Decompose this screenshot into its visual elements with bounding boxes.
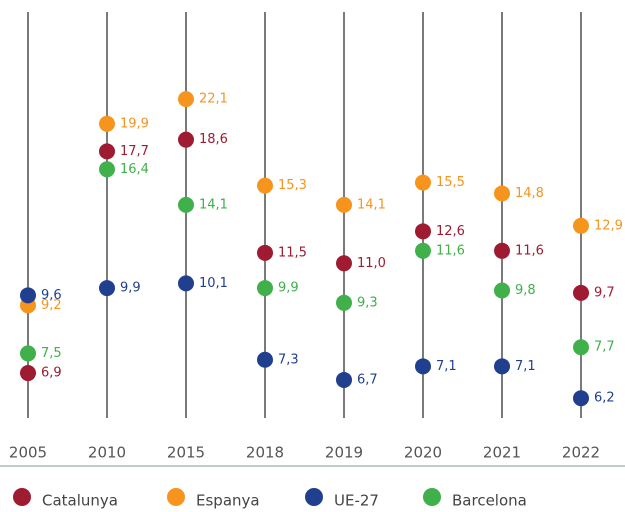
data-label: 16,4 bbox=[120, 162, 149, 177]
dot bbox=[178, 91, 194, 108]
dot bbox=[99, 161, 115, 178]
data-label: 6,9 bbox=[41, 366, 62, 381]
data-label: 15,5 bbox=[436, 175, 465, 190]
data-label: 9,7 bbox=[594, 285, 615, 300]
dot bbox=[178, 275, 194, 292]
dot bbox=[178, 196, 194, 213]
data-label: 9,9 bbox=[120, 281, 141, 296]
dot bbox=[494, 242, 510, 259]
data-label: 9,6 bbox=[41, 288, 62, 303]
legend-marker bbox=[305, 488, 323, 506]
dot bbox=[178, 131, 194, 148]
data-label: 12,6 bbox=[436, 224, 465, 239]
data-label: 15,3 bbox=[278, 178, 307, 193]
legend-label: Espanya bbox=[196, 492, 260, 510]
dot bbox=[573, 217, 589, 234]
data-label: 17,7 bbox=[120, 144, 149, 159]
legend-label: Barcelona bbox=[452, 492, 527, 510]
dot bbox=[20, 365, 36, 382]
dot bbox=[415, 223, 431, 240]
dot bbox=[573, 339, 589, 356]
legend-label: UE-27 bbox=[334, 492, 379, 510]
data-label: 9,3 bbox=[357, 295, 378, 310]
data-label: 12,9 bbox=[594, 218, 623, 233]
x-tick-label: 2020 bbox=[404, 444, 442, 462]
dot bbox=[415, 174, 431, 191]
dot bbox=[336, 196, 352, 213]
data-label: 18,6 bbox=[199, 132, 228, 147]
legend-label: Catalunya bbox=[42, 492, 118, 510]
dot bbox=[415, 242, 431, 259]
dot bbox=[415, 358, 431, 375]
dot bbox=[573, 284, 589, 301]
data-label: 22,1 bbox=[199, 92, 228, 107]
dot bbox=[99, 280, 115, 297]
data-label: 11,0 bbox=[357, 256, 386, 271]
data-label: 7,3 bbox=[278, 352, 299, 367]
data-label: 14,1 bbox=[357, 197, 386, 212]
data-label: 11,6 bbox=[515, 243, 544, 258]
data-label: 7,5 bbox=[41, 346, 62, 361]
x-tick-label: 2015 bbox=[167, 444, 205, 462]
legend-marker bbox=[13, 488, 31, 506]
dot bbox=[336, 294, 352, 311]
dot bbox=[336, 371, 352, 388]
dot bbox=[20, 287, 36, 304]
x-tick-label: 2005 bbox=[9, 444, 47, 462]
dot bbox=[20, 345, 36, 362]
data-label: 9,2 bbox=[41, 298, 62, 313]
dot bbox=[257, 351, 273, 368]
dot bbox=[494, 185, 510, 202]
dot bbox=[494, 282, 510, 299]
dot bbox=[257, 280, 273, 297]
x-tick-label: 2022 bbox=[562, 444, 600, 462]
dot bbox=[573, 390, 589, 407]
data-label: 9,9 bbox=[278, 281, 299, 296]
data-label: 19,9 bbox=[120, 116, 149, 131]
dot bbox=[494, 358, 510, 375]
data-label: 11,6 bbox=[436, 243, 465, 258]
dot bbox=[99, 143, 115, 160]
x-tick-label: 2010 bbox=[88, 444, 126, 462]
dot bbox=[99, 115, 115, 132]
data-label: 11,5 bbox=[278, 245, 307, 260]
legend-marker bbox=[167, 488, 185, 506]
legend-marker bbox=[423, 488, 441, 506]
dot bbox=[257, 177, 273, 194]
data-label: 9,8 bbox=[515, 283, 536, 298]
data-label: 7,1 bbox=[515, 359, 536, 374]
data-label: 6,2 bbox=[594, 391, 615, 406]
dot bbox=[257, 244, 273, 261]
data-label: 14,8 bbox=[515, 186, 544, 201]
x-tick-label: 2018 bbox=[246, 444, 284, 462]
data-label: 14,1 bbox=[199, 197, 228, 212]
data-label: 10,1 bbox=[199, 276, 228, 291]
data-label: 7,7 bbox=[594, 340, 615, 355]
data-label: 7,1 bbox=[436, 359, 457, 374]
dot bbox=[336, 255, 352, 272]
x-tick-label: 2019 bbox=[325, 444, 363, 462]
x-tick-label: 2021 bbox=[483, 444, 521, 462]
data-label: 6,7 bbox=[357, 372, 378, 387]
